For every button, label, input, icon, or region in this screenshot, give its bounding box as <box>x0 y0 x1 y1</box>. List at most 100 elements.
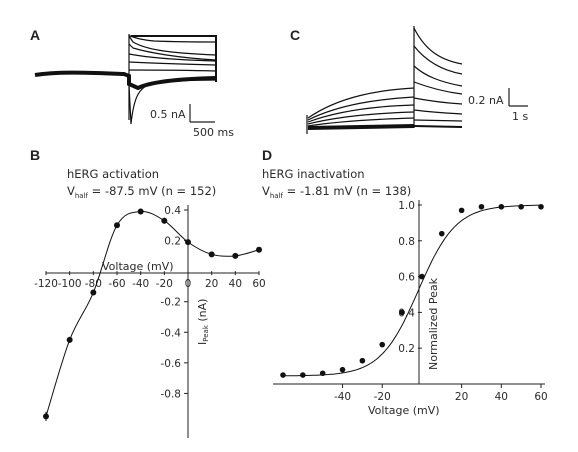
chart-d-vhalf: Vhalf = -1.81 mV (n = 138) <box>262 184 411 200</box>
chart-b-point <box>161 217 168 224</box>
chart-b-point <box>43 413 49 420</box>
panel-letter-a: A <box>30 27 40 43</box>
chart-b-point <box>66 336 73 343</box>
scale-bar-c: 0.2 nA 1 s <box>468 88 528 123</box>
chart-b-point <box>208 251 215 258</box>
trace-a-4 <box>128 53 217 62</box>
trace-a-6 <box>128 69 217 72</box>
chart-d-y-tick-label: 1.0 <box>398 200 415 212</box>
chart-d-x-tick-label: -40 <box>334 391 351 403</box>
chart-d-x-tick-label: 60 <box>534 391 547 403</box>
chart-d-title: hERG inactivation <box>262 167 365 181</box>
chart-b-x-tick-label: -60 <box>108 278 125 290</box>
panel-c: C 0.2 nA 1 s <box>290 26 528 134</box>
chart-d-point <box>379 341 386 348</box>
chart-b-xlabel: Voltage (mV) <box>102 260 174 273</box>
chart-b-x-tick-label: -20 <box>156 278 173 290</box>
chart-b-y-tick-label: -0.6 <box>161 358 182 370</box>
chart-d-y-tick-label: 0.8 <box>398 236 415 248</box>
trace-c-5 <box>413 97 463 105</box>
chart-b-x-tick-label: 0 <box>185 278 192 290</box>
chart-d-point <box>458 207 465 214</box>
chart-b-y-tick-label: -0.4 <box>161 327 182 339</box>
chart-d-x-tick-label: 20 <box>455 391 468 403</box>
chart-d-point <box>438 230 445 237</box>
chart-d-point <box>498 203 505 210</box>
trace-c-fan-2 <box>307 96 415 121</box>
chart-d-point <box>359 357 366 364</box>
chart-b-point <box>256 246 262 253</box>
trace-c-4 <box>413 81 463 95</box>
trace-a-tail <box>128 79 217 125</box>
trace-a-1 <box>129 35 217 43</box>
trace-a-2 <box>128 35 217 56</box>
chart-d-point <box>538 203 544 210</box>
chart-d-point <box>280 372 286 378</box>
chart-b-ylabel: IPeak (nA) <box>196 299 210 345</box>
scale-bar-a: 0.5 nA 500 ms <box>150 104 234 139</box>
chart-b-y-tick-label: 0.4 <box>164 205 181 217</box>
chart-b-point <box>137 208 144 215</box>
chart-b-x-tick-label: -40 <box>132 278 149 290</box>
trace-c-fan-5 <box>307 117 415 127</box>
chart-b-x-tick-label: -100 <box>58 278 82 290</box>
chart-d-x-tick-label: 40 <box>495 391 508 403</box>
chart-d-point <box>518 203 524 210</box>
panel-d: D hERG inactivation Vhalf = -1.81 mV (n … <box>262 147 548 417</box>
chart-b-y-tick-label: -0.2 <box>161 297 182 309</box>
trace-c-2 <box>413 45 463 75</box>
chart-b-y-tick-label: 0.2 <box>164 236 181 248</box>
chart-d-point <box>319 370 326 377</box>
chart-d-axes <box>273 200 545 385</box>
chart-d-xlabel: Voltage (mV) <box>368 404 440 417</box>
chart-d-y-tick-label: 0.6 <box>398 272 415 284</box>
trace-c-fan-3 <box>307 104 415 123</box>
trace-a-3 <box>128 43 217 61</box>
panel-a: A 0.5 nA 500 ms <box>30 27 234 139</box>
panel-letter-b: B <box>30 147 40 163</box>
chart-b-y-tick-label: -0.8 <box>161 388 182 400</box>
chart-d-points <box>280 203 544 378</box>
trace-a-5 <box>128 61 217 66</box>
trace-c-8 <box>413 125 463 128</box>
chart-b-point <box>185 239 191 246</box>
chart-d-x-tick-label: -20 <box>374 391 391 403</box>
trace-c-3 <box>413 65 463 87</box>
chart-b-title: hERG activation <box>67 167 159 181</box>
chart-b-x-tick-label: -120 <box>34 278 58 290</box>
chart-d-point <box>399 309 405 316</box>
trace-c-fan-4 <box>307 111 415 125</box>
chart-d-point <box>419 273 425 280</box>
scale-time-a: 500 ms <box>193 126 234 139</box>
chart-d-point <box>300 372 306 378</box>
chart-b-x-ticks: -120 -100 -80 -60 -40 -20 0 20 40 60 <box>34 271 266 290</box>
chart-d-y-tick-label: 0.2 <box>398 343 415 355</box>
chart-b-x-tick-label: 40 <box>229 278 242 290</box>
chart-b-vhalf: Vhalf = -87.5 mV (n = 152) <box>67 184 216 200</box>
chart-b-points <box>43 208 262 421</box>
chart-d-fit-curve <box>283 204 541 377</box>
panel-letter-c: C <box>290 27 300 43</box>
panel-b: B hERG activation Vhalf = -87.5 mV (n = … <box>30 147 266 438</box>
chart-b-fit-curve <box>45 210 260 417</box>
trace-c-fan-top <box>307 87 415 119</box>
trace-c-7 <box>413 119 463 122</box>
chart-b-point <box>232 252 239 259</box>
trace-c-1 <box>413 27 463 65</box>
chart-d-x-ticks: -40 -20 20 40 60 <box>334 384 548 403</box>
chart-d-point <box>478 203 485 210</box>
trace-c-base <box>307 124 415 130</box>
chart-d-point <box>339 366 346 373</box>
chart-b-x-tick-label: -80 <box>85 278 102 290</box>
scale-time-c: 1 s <box>512 110 528 123</box>
chart-b-y-ticks: 0.4 0.2 -0.2 -0.4 -0.6 -0.8 <box>161 205 188 400</box>
scale-current-c: 0.2 nA <box>468 94 504 107</box>
scale-current-a: 0.5 nA <box>150 108 186 121</box>
chart-d-y-ticks: 1.00.80.60.40.2 <box>398 200 422 355</box>
chart-d-ylabel: Normalized Peak <box>427 277 440 370</box>
trace-a-rect <box>131 35 217 82</box>
panel-letter-d: D <box>262 147 272 163</box>
trace-group-a <box>34 34 217 125</box>
chart-b-x-tick-label: 20 <box>205 278 218 290</box>
